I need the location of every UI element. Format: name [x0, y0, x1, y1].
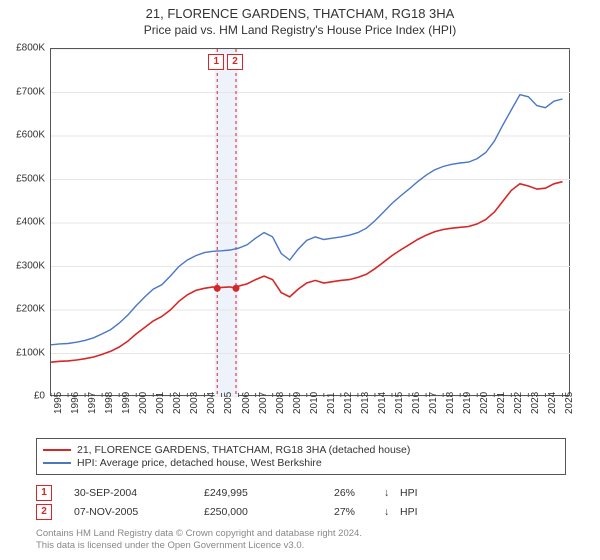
x-tick-label: 2017 [428, 392, 439, 414]
arrow-down-icon: ↓ [384, 487, 400, 499]
title-line-1: 21, FLORENCE GARDENS, THATCHAM, RG18 3HA [10, 6, 590, 21]
event-pct: 27% [334, 506, 384, 518]
x-tick-label: 2003 [189, 392, 200, 414]
x-tick-label: 1995 [53, 392, 64, 414]
y-tick-label: £600K [5, 130, 45, 141]
x-tick-label: 2016 [411, 392, 422, 414]
x-tick-label: 2004 [206, 392, 217, 414]
x-tick-label: 2019 [462, 392, 473, 414]
callout-badge: 1 [208, 54, 224, 70]
x-tick-label: 1999 [121, 392, 132, 414]
callout-badge: 2 [227, 54, 243, 70]
event-pct: 26% [334, 487, 384, 499]
x-tick-label: 2006 [241, 392, 252, 414]
events-table: 1 30-SEP-2004 £249,995 26% ↓ HPI 2 07-NO… [36, 482, 566, 523]
arrow-down-icon: ↓ [384, 506, 400, 518]
y-tick-label: £300K [5, 260, 45, 271]
event-price: £249,995 [204, 487, 334, 499]
event-row: 2 07-NOV-2005 £250,000 27% ↓ HPI [36, 504, 566, 520]
event-index-badge: 2 [36, 504, 52, 520]
y-tick-label: £700K [5, 86, 45, 97]
x-tick-label: 1996 [70, 392, 81, 414]
footer-line-2: This data is licensed under the Open Gov… [36, 540, 566, 552]
plot-svg [51, 49, 571, 397]
title-block: 21, FLORENCE GARDENS, THATCHAM, RG18 3HA… [0, 0, 600, 39]
y-tick-label: £100K [5, 347, 45, 358]
event-date: 07-NOV-2005 [74, 506, 204, 518]
event-price: £250,000 [204, 506, 334, 518]
plot-area [50, 48, 570, 396]
title-line-2: Price paid vs. HM Land Registry's House … [10, 23, 590, 37]
x-tick-label: 2023 [530, 392, 541, 414]
legend-label: HPI: Average price, detached house, West… [77, 457, 322, 469]
x-tick-label: 2022 [513, 392, 524, 414]
legend-row: HPI: Average price, detached house, West… [43, 457, 559, 469]
legend-swatch [43, 449, 71, 451]
legend: 21, FLORENCE GARDENS, THATCHAM, RG18 3HA… [36, 438, 566, 475]
footer-line-1: Contains HM Land Registry data © Crown c… [36, 528, 566, 540]
x-tick-label: 2014 [377, 392, 388, 414]
y-tick-label: £400K [5, 217, 45, 228]
event-row: 1 30-SEP-2004 £249,995 26% ↓ HPI [36, 485, 566, 501]
x-tick-label: 2025 [564, 392, 575, 414]
x-tick-label: 2024 [547, 392, 558, 414]
x-tick-label: 2011 [326, 392, 337, 414]
x-tick-label: 2021 [496, 392, 507, 414]
event-date: 30-SEP-2004 [74, 487, 204, 499]
legend-label: 21, FLORENCE GARDENS, THATCHAM, RG18 3HA… [77, 444, 410, 456]
x-tick-label: 2001 [155, 392, 166, 414]
legend-row: 21, FLORENCE GARDENS, THATCHAM, RG18 3HA… [43, 444, 559, 456]
x-tick-label: 2009 [292, 392, 303, 414]
y-tick-label: £500K [5, 173, 45, 184]
y-tick-label: £200K [5, 304, 45, 315]
event-index-badge: 1 [36, 485, 52, 501]
x-tick-label: 2013 [360, 392, 371, 414]
x-tick-label: 2008 [275, 392, 286, 414]
x-tick-label: 2018 [445, 392, 456, 414]
x-tick-label: 2020 [479, 392, 490, 414]
event-vs: HPI [400, 506, 418, 518]
x-tick-label: 2012 [343, 392, 354, 414]
x-tick-label: 2005 [223, 392, 234, 414]
legend-swatch [43, 462, 71, 464]
attribution-footer: Contains HM Land Registry data © Crown c… [36, 528, 566, 552]
x-tick-label: 2015 [394, 392, 405, 414]
x-tick-label: 2002 [172, 392, 183, 414]
x-tick-label: 1998 [104, 392, 115, 414]
chart-container: 21, FLORENCE GARDENS, THATCHAM, RG18 3HA… [0, 0, 600, 560]
x-tick-label: 2000 [138, 392, 149, 414]
y-tick-label: £0 [5, 391, 45, 402]
x-tick-label: 1997 [87, 392, 98, 414]
x-tick-label: 2007 [258, 392, 269, 414]
x-tick-label: 2010 [309, 392, 320, 414]
y-tick-label: £800K [5, 43, 45, 54]
event-vs: HPI [400, 487, 418, 499]
